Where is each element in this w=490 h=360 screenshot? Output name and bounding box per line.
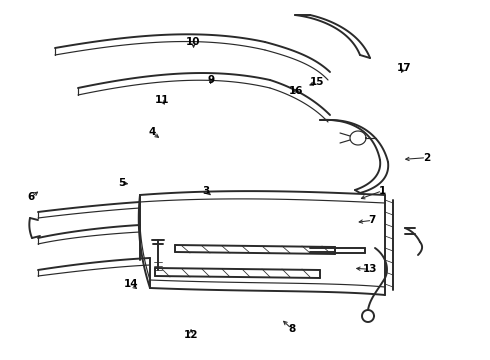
- Text: 12: 12: [184, 330, 198, 340]
- Text: 15: 15: [310, 77, 325, 87]
- Text: 17: 17: [397, 63, 412, 73]
- Text: 11: 11: [154, 95, 169, 105]
- Text: 7: 7: [368, 215, 376, 225]
- Text: 10: 10: [186, 37, 201, 48]
- Text: 5: 5: [118, 178, 125, 188]
- Text: 8: 8: [288, 324, 295, 334]
- Text: 6: 6: [27, 192, 34, 202]
- Text: 9: 9: [207, 75, 214, 85]
- Text: 13: 13: [363, 264, 377, 274]
- Text: 2: 2: [423, 153, 430, 163]
- Text: 3: 3: [202, 186, 209, 196]
- Text: 14: 14: [124, 279, 139, 289]
- Text: 1: 1: [379, 186, 386, 196]
- Text: 16: 16: [289, 86, 304, 96]
- Text: 4: 4: [148, 127, 156, 138]
